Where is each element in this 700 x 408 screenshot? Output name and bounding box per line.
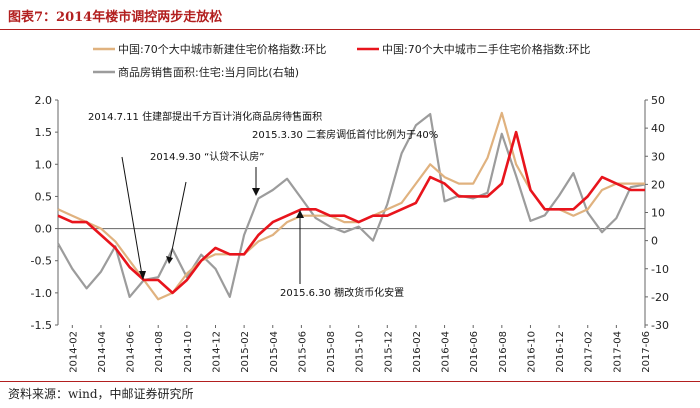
series-line-second-hand xyxy=(57,130,645,295)
x-tick-label: 2015-10 xyxy=(355,331,366,373)
right-tick-label: 10 xyxy=(651,207,665,220)
annotation-text-4: 2015.6.30 棚改货币化安置 xyxy=(280,286,404,299)
right-tick-label: 30 xyxy=(651,150,665,163)
right-tick-label: 40 xyxy=(651,122,665,135)
x-tick-label: 2016-08 xyxy=(498,331,509,373)
x-tick-label: 2015-08 xyxy=(326,331,337,373)
legend-label-sales-area: 商品房销售面积:住宅:当月同比(右轴) xyxy=(118,65,299,79)
source-note: 资料来源：wind，中邮证券研究所 xyxy=(8,387,194,401)
x-tick-label: 2014-12 xyxy=(211,331,222,373)
x-tick-label: 2016-10 xyxy=(526,331,537,373)
x-tick-label: 2014-02 xyxy=(68,331,79,373)
annotation-arrowhead-3 xyxy=(252,188,260,196)
annotation-text-1: 2014.7.11 住建部提出千方百计消化商品房待售面积 xyxy=(88,110,322,123)
source-rule xyxy=(0,381,700,382)
left-tick-label: -1.5 xyxy=(31,319,52,332)
left-tick-label: 2.0 xyxy=(35,94,53,107)
axes: 2.0 1.5 1.0 0.5 0.0 -0.5 -1.0 -1.5 50 40 30 20 10 0 -1… xyxy=(31,94,669,373)
legend-label-new-home: 中国:70个大中城市新建住宅价格指数:环比 xyxy=(118,42,326,56)
figure-title: 图表7：2014年楼市调控两步走放松 xyxy=(8,10,223,25)
right-tick-label: -30 xyxy=(651,319,669,332)
x-tick-label: 2014-10 xyxy=(183,331,194,373)
x-tick-label: 2016-12 xyxy=(555,331,566,373)
x-tick-label: 2017-02 xyxy=(584,331,595,373)
annotation-arrowhead-1 xyxy=(139,271,146,280)
right-tick-label: 20 xyxy=(651,178,665,191)
series-line-sales-area xyxy=(57,112,646,298)
annotation-arrowhead-4 xyxy=(296,210,304,218)
annotation-arrow-2 xyxy=(169,181,187,261)
left-tick-label: 0.5 xyxy=(35,190,53,203)
x-tick-label: 2016-02 xyxy=(412,331,423,373)
left-tick-label: 1.0 xyxy=(35,158,53,171)
annotation-arrowhead-2 xyxy=(166,256,173,264)
x-tick-label: 2016-06 xyxy=(469,331,480,373)
x-tick-label: 2017-06 xyxy=(641,331,652,373)
x-tick-label: 2016-04 xyxy=(441,331,452,373)
left-tick-label: 1.5 xyxy=(35,126,53,139)
annotation-text-3: 2015.3.30 二套房调低首付比例为于40% xyxy=(252,128,438,141)
chart-canvas: 中国:70个大中城市新建住宅价格指数:环比 中国:70个大中城市二手住宅价格指数… xyxy=(31,42,669,373)
right-tick-label: 50 xyxy=(651,94,665,107)
annotation-1-line-1: 2014.7.11 住建部提出千方百计消化商品房待售面积 xyxy=(88,110,322,123)
series-group xyxy=(57,111,646,301)
x-tick-label: 2015-06 xyxy=(297,331,308,373)
x-tick-label: 2015-04 xyxy=(269,331,280,373)
right-tick-label: -10 xyxy=(651,263,669,276)
right-tick-label: 0 xyxy=(651,235,658,248)
x-tick-label: 2014-06 xyxy=(126,331,137,373)
legend: 中国:70个大中城市新建住宅价格指数:环比 中国:70个大中城市二手住宅价格指数… xyxy=(93,42,590,79)
x-tick-label: 2014-08 xyxy=(154,331,165,373)
left-tick-label: -1.0 xyxy=(31,287,52,300)
annotations: 2014.7.11 住建部提出千方百计消化商品房待售面积 2014.9.30 “… xyxy=(88,110,438,299)
annotation-text-2: 2014.9.30 “认贷不认房” xyxy=(150,150,264,163)
x-tick-label: 2015-12 xyxy=(383,331,394,373)
right-tick-label: -20 xyxy=(651,291,669,304)
x-tick-label: 2015-02 xyxy=(240,331,251,373)
title-rule xyxy=(0,29,700,30)
left-tick-label: -0.5 xyxy=(31,255,52,268)
x-tick-label: 2014-04 xyxy=(97,331,108,373)
legend-label-second-hand: 中国:70个大中城市二手住宅价格指数:环比 xyxy=(382,42,590,56)
x-tick-label: 2017-04 xyxy=(612,331,623,373)
annotation-arrow-1 xyxy=(121,156,143,276)
left-tick-label: 0.0 xyxy=(35,223,53,236)
